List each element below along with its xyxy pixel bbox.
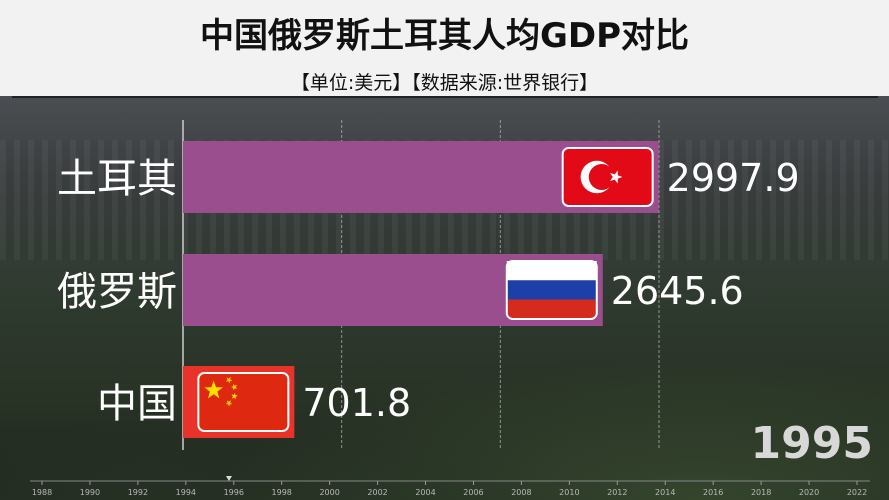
current-year-label: 1995 — [750, 418, 873, 469]
china-flag-icon — [197, 372, 290, 432]
russia-flag-white-stripe — [506, 261, 597, 281]
year-timeline: 1988 1990 1992 1994 1996 1998 2000 2002 2004 2006… — [30, 476, 870, 497]
value-label: 2997.9 — [667, 156, 800, 200]
timeline-tick-label: 2018 — [751, 488, 771, 497]
timeline-marker — [225, 476, 232, 481]
timeline-tick-label: 2022 — [847, 488, 867, 497]
timeline-tick-label: 2002 — [367, 488, 387, 497]
timeline-tick-label: 1990 — [80, 488, 100, 497]
russia-flag-border — [505, 260, 598, 320]
timeline-tick-label: 1996 — [224, 488, 244, 497]
turkey-flag-star — [610, 170, 623, 184]
russia-flag-red-stripe — [506, 299, 597, 319]
china-flag-small-star — [231, 392, 238, 400]
value-label: 2645.6 — [611, 269, 744, 313]
china-flag-small-star — [230, 383, 238, 391]
turkey-flag-icon — [561, 147, 654, 207]
timeline-tick-label: 2004 — [415, 488, 435, 497]
timeline-tick-label: 2012 — [607, 488, 627, 497]
china-flag-small-star — [225, 376, 233, 384]
russia-flag-icon — [505, 260, 598, 320]
timeline-tick-label: 2008 — [511, 488, 531, 497]
timeline-tick-label: 2020 — [799, 488, 819, 497]
category-label: 中国 — [97, 381, 177, 427]
timeline-tick-label: 2006 — [463, 488, 483, 497]
timeline-tick-label: 1992 — [128, 488, 148, 497]
category-label: 俄罗斯 — [57, 269, 177, 315]
chart-subtitle: 【单位:美元】【数据来源:世界银行】 — [290, 72, 599, 94]
timeline-tick-label: 2016 — [703, 488, 723, 497]
china-flag-big-star — [204, 380, 223, 399]
timeline-tick-label: 2000 — [319, 488, 339, 497]
timeline-tick-label: 2010 — [559, 488, 579, 497]
category-label: 土耳其 — [57, 156, 177, 202]
timeline-tick-label: 1998 — [272, 488, 292, 497]
timeline-tick-label: 1988 — [32, 488, 52, 497]
value-label: 701.8 — [302, 381, 411, 425]
turkey-flag-crescent-inner — [588, 164, 615, 190]
header-divider — [12, 96, 878, 98]
china-flag-field — [197, 372, 290, 432]
timeline-tick-label: 1994 — [176, 488, 196, 497]
timeline-tick-label: 2014 — [655, 488, 675, 497]
chart-title: 中国俄罗斯土耳其人均GDP对比 — [199, 16, 690, 56]
russia-flag-blue-stripe — [506, 280, 597, 300]
china-flag-small-star — [225, 400, 233, 407]
